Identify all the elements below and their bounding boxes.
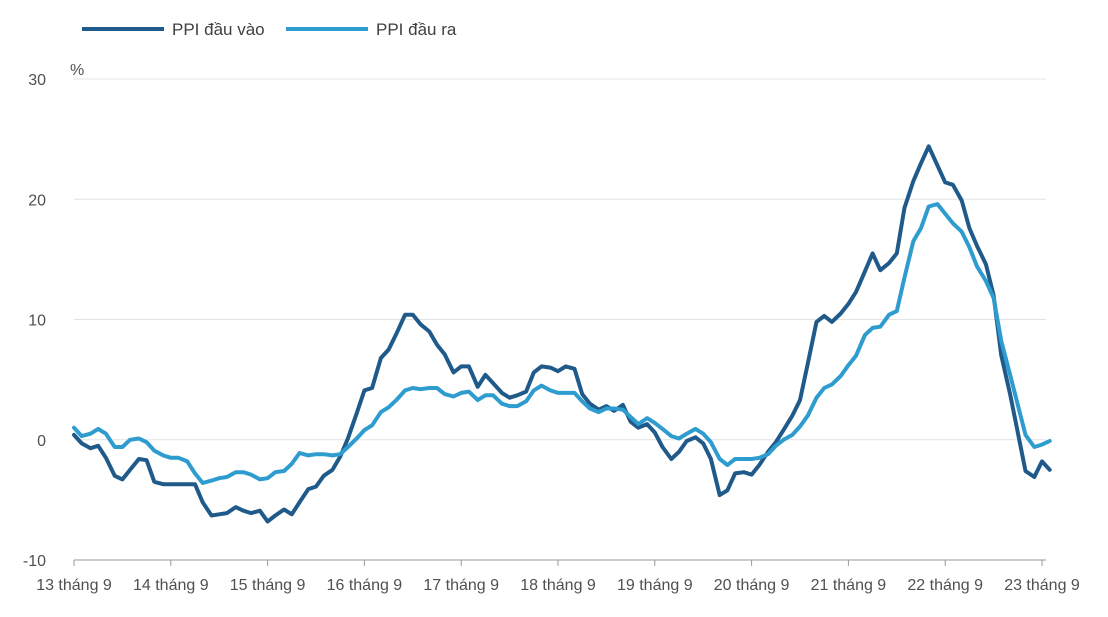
series-line-ppi-input xyxy=(72,144,1052,524)
x-tick-label: 19 tháng 9 xyxy=(617,577,693,594)
x-tick-label: 16 tháng 9 xyxy=(327,577,403,594)
legend-label-ppi-output: PPI đầu ra xyxy=(376,20,457,39)
series-line-ppi-output xyxy=(72,202,1052,485)
x-tick-label: 15 tháng 9 xyxy=(230,577,306,594)
y-axis-unit-label: % xyxy=(70,62,84,79)
y-gridlines xyxy=(74,78,1046,441)
chart-legend: PPI đầu vào PPI đầu ra xyxy=(82,20,457,39)
y-axis-ticks: -10 0 10 20 30 xyxy=(23,72,46,570)
series-lines xyxy=(72,144,1052,524)
x-axis-ticks: 13 tháng 9 14 tháng 9 15 tháng 9 16 tháng 9… xyxy=(36,560,1080,594)
y-tick-label: 0 xyxy=(37,433,46,450)
y-tick-label: -10 xyxy=(23,553,46,570)
legend-label-ppi-input: PPI đầu vào xyxy=(172,20,265,39)
x-tick-label: 18 tháng 9 xyxy=(520,577,596,594)
y-tick-label: 30 xyxy=(28,72,46,89)
x-tick-label: 14 tháng 9 xyxy=(133,577,209,594)
x-tick-label: 23 tháng 9 xyxy=(1004,577,1080,594)
x-tick-label: 17 tháng 9 xyxy=(423,577,499,594)
y-tick-label: 10 xyxy=(28,313,46,330)
x-tick-label: 22 tháng 9 xyxy=(907,577,983,594)
x-tick-label: 13 tháng 9 xyxy=(36,577,112,594)
x-tick-label: 20 tháng 9 xyxy=(714,577,790,594)
x-tick-label: 21 tháng 9 xyxy=(811,577,887,594)
y-tick-label: 20 xyxy=(28,192,46,209)
